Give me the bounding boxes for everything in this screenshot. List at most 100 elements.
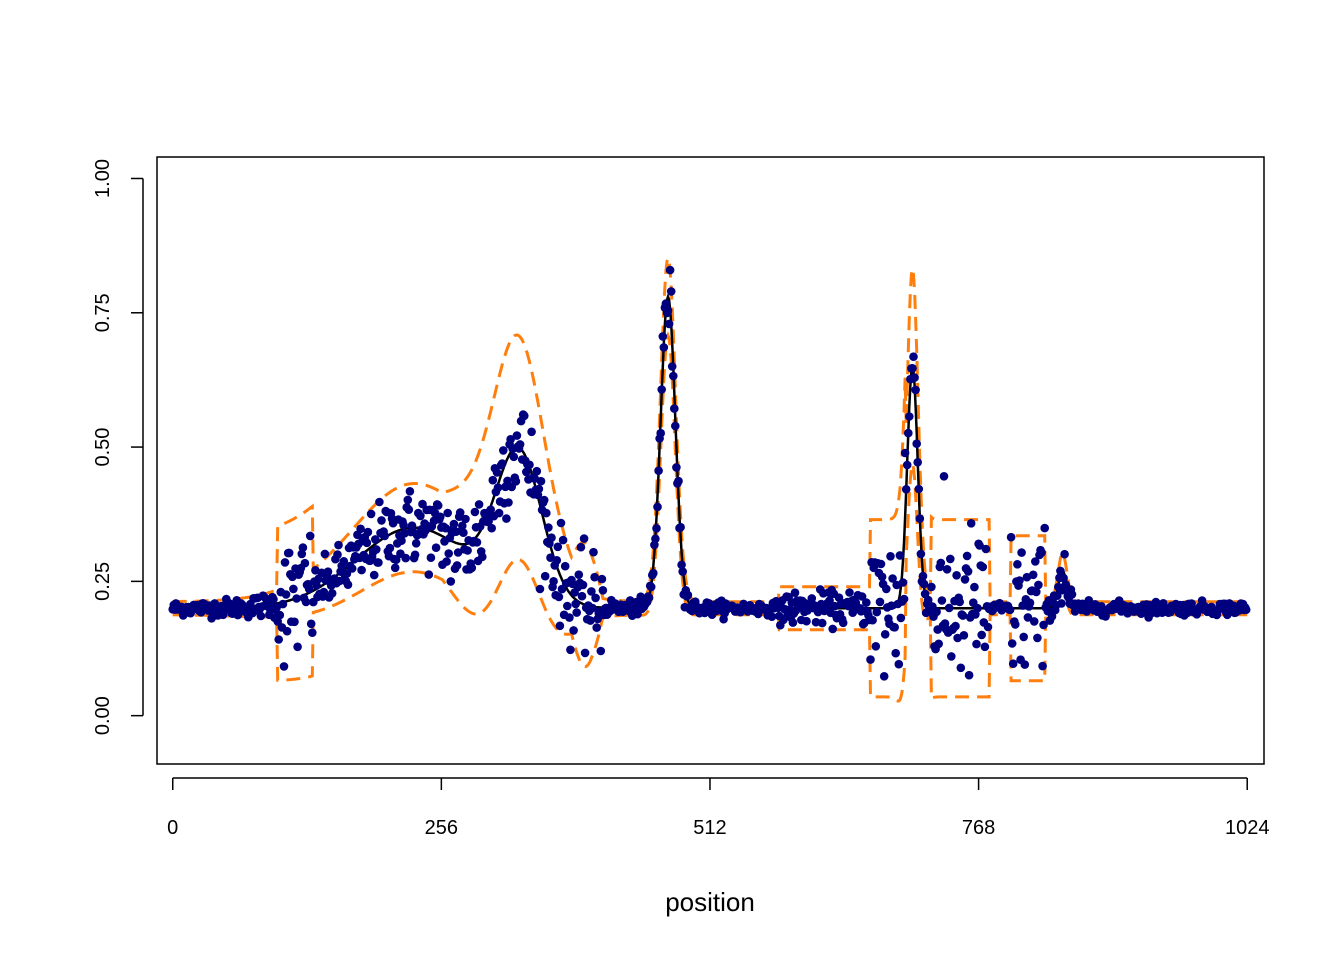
data-point [306,619,316,629]
interval-lower [172,331,1248,703]
data-point [555,621,565,631]
data-point [862,598,871,607]
data-point [536,476,546,486]
data-point [657,385,666,394]
data-point [380,531,390,541]
data-point [937,596,947,605]
data-point [919,579,929,589]
data-point [486,505,496,514]
data-points [168,265,1251,681]
data-point [371,535,380,544]
data-point [896,613,906,623]
data-point [571,599,580,609]
y-axis: 0.00 0.25 0.50 0.75 1.00 [92,159,144,735]
data-point [372,545,381,554]
data-point [667,362,677,371]
data-point [560,561,570,571]
data-point [956,663,966,673]
data-point [683,590,693,600]
data-point [535,584,545,594]
data-point [290,617,299,627]
data-point [506,435,515,444]
data-point [572,608,581,617]
data-point [461,514,470,524]
plot-frame [156,156,1265,765]
data-point [659,343,669,352]
data-point [661,299,671,308]
data-point [512,431,522,440]
data-point [499,446,508,455]
data-point [901,485,911,494]
data-point [424,570,434,579]
data-point [292,594,301,603]
data-point [658,332,668,341]
data-point [405,487,415,496]
data-point [895,551,905,560]
data-point [553,542,563,552]
data-point [592,623,601,632]
y-tick-label: 0.75 [92,293,114,332]
data-point [444,549,454,558]
data-point [857,592,867,601]
data-point [1037,548,1046,557]
data-point [916,549,926,559]
data-point [652,524,661,533]
data-point [665,265,675,275]
data-point [877,572,887,582]
data-point [544,523,553,532]
data-point [458,521,467,531]
data-point [646,582,656,592]
data-point [939,472,949,481]
data-point [503,476,512,486]
data-point [488,475,498,485]
data-point [1039,620,1048,630]
data-point [908,364,917,373]
data-point [955,597,964,607]
data-point [923,595,933,605]
data-point [515,440,525,449]
data-point [1028,570,1038,580]
data-point [1017,548,1026,557]
data-point [674,476,683,486]
data-point [944,603,954,613]
data-point [942,565,952,574]
data-point [932,607,941,617]
data-point [596,646,606,656]
data-point [1067,590,1077,599]
data-point [577,591,587,601]
data-point [845,588,854,597]
data-point [442,557,451,566]
data-point [401,553,411,563]
data-point [586,616,595,625]
data-point [274,635,284,644]
data-point [1005,605,1015,615]
data-point [580,648,590,658]
data-point [838,618,848,628]
data-point [890,623,899,632]
data-point [1013,560,1022,569]
interval-upper [172,252,1248,604]
y-tick-label: 0.50 [92,428,114,467]
data-point [284,548,294,558]
data-point [788,618,798,627]
data-point [281,590,291,599]
data-point [1040,523,1049,533]
data-point [1015,576,1024,585]
data-point [1038,661,1047,671]
data-point [539,495,549,505]
data-point [970,582,979,592]
data-point [487,523,497,533]
data-point [963,567,973,576]
data-point [579,534,589,543]
data-point [966,519,976,528]
data-point [319,587,329,597]
data-point [964,670,974,680]
data-point [552,556,562,565]
data-point [590,572,599,582]
data-point [426,553,436,562]
y-tick-label: 0.00 [92,696,114,735]
data-point [886,552,895,561]
data-point [470,507,480,517]
data-point [320,549,330,559]
data-point [334,540,343,550]
